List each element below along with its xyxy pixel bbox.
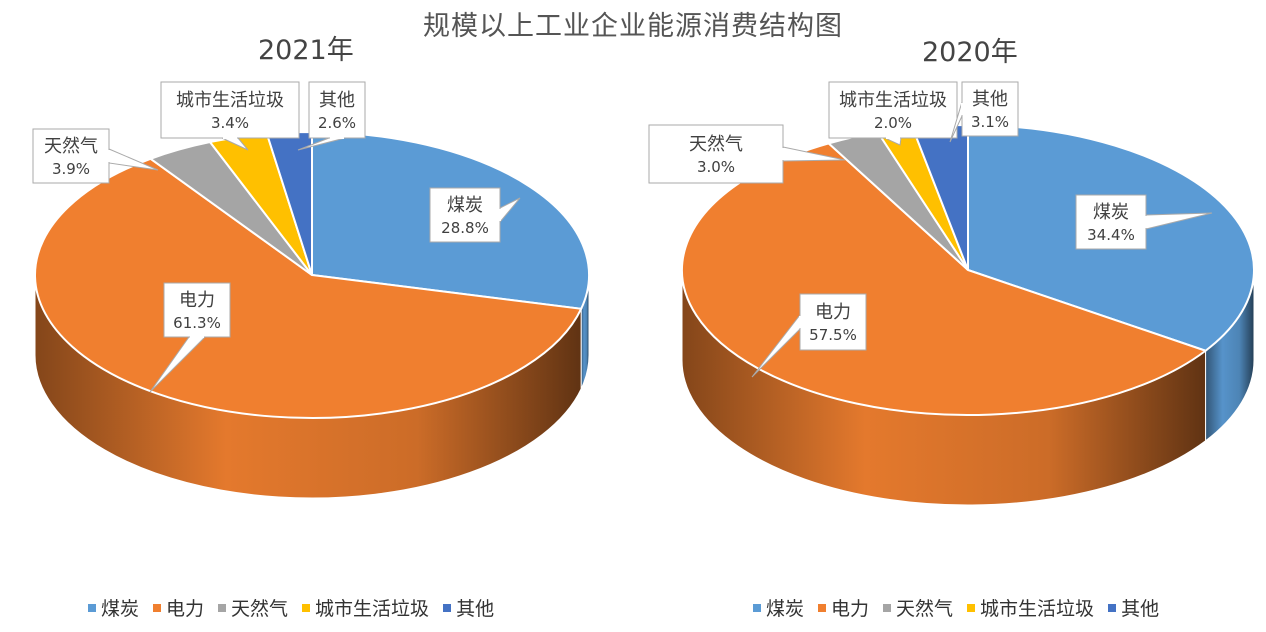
pie-2021-label-3: 城市生活垃圾 (176, 90, 284, 111)
pie-2020-value-label-0: 34.4% (1087, 226, 1135, 244)
legend-2020: 煤炭 电力 天然气 城市生活垃圾 其他 (753, 594, 1159, 621)
pie-2020-callout-1: 电力 57.5% (751, 293, 867, 378)
legend-2021-label-4: 其他 (456, 598, 495, 620)
legend-2021-label-3: 城市生活垃圾 (315, 598, 430, 620)
legend-2020-swatch-4 (1108, 603, 1117, 612)
pie-2020-callout-0: 煤炭 34.4% (1075, 194, 1213, 250)
legend-2020-label-3: 城市生活垃圾 (980, 598, 1095, 620)
legend-2021-item-3: 城市生活垃圾 (302, 594, 429, 621)
pie-2020-label-0: 煤炭 (1093, 202, 1129, 223)
legend-2020-item-0: 煤炭 (753, 594, 804, 621)
pie-2021-callout-1: 电力 61.3% (149, 282, 231, 393)
pie-2021-label-2: 天然气 (44, 136, 98, 157)
pie-2020-callout-4: 其他 3.1% (949, 81, 1019, 143)
pie-2021-label-4: 其他 (319, 90, 355, 111)
pie-2020-callout-box-0 (1075, 194, 1147, 250)
pie-2020-label-4: 其他 (972, 89, 1008, 110)
legend-2020-item-2: 天然气 (883, 594, 953, 621)
legend-2020-label-1: 电力 (831, 598, 870, 620)
pie-2021-slice-1 (34, 157, 583, 419)
pie-2021-value-label-2: 3.9% (52, 160, 90, 178)
legend-2021-item-1: 电力 (153, 594, 204, 621)
pie-2021-value-label-0: 28.8% (441, 219, 489, 237)
pie-2021-label-1: 电力 (179, 290, 215, 311)
pie-2020-value-label-4: 3.1% (971, 113, 1009, 131)
pie-2020-callout-box-2 (648, 124, 784, 184)
pie-2020-callout-box-1 (799, 293, 867, 351)
pie-2020-callout-box-3 (828, 81, 958, 139)
legend-2021-swatch-1 (153, 603, 162, 612)
pie-2021-callout-box-3 (160, 81, 300, 139)
legend-2020-label-2: 天然气 (896, 598, 954, 620)
legend-2020-swatch-1 (818, 603, 827, 612)
pie-2021-callout-box-0 (429, 187, 501, 243)
pie-2020-callout-box-4 (961, 81, 1019, 137)
pie-2021-callout-4: 其他 2.6% (297, 81, 366, 151)
legend-2021-swatch-3 (302, 603, 311, 612)
legend-2021-item-4: 其他 (443, 594, 494, 621)
legend-2021-swatch-2 (218, 603, 227, 612)
legend-2020-item-1: 电力 (818, 594, 869, 621)
pie-2021-value-label-1: 61.3% (173, 314, 221, 332)
pie-2020-label-2: 天然气 (689, 134, 743, 155)
pie-2020-label-1: 电力 (815, 302, 851, 323)
pie-2021-title: 2021年 (258, 35, 354, 66)
pie-2021-value-label-3: 3.4% (211, 114, 249, 132)
legend-2021-label-0: 煤炭 (101, 598, 140, 620)
pie-2020-value-label-3: 2.0% (874, 114, 912, 132)
pie-2020-title: 2020年 (922, 37, 1018, 68)
pie-2020-value-label-2: 3.0% (697, 158, 735, 176)
pie-2021-value-label-4: 2.6% (318, 114, 356, 132)
pie-2020-callout-2: 天然气 3.0% (648, 124, 846, 184)
pie-2020-label-3: 城市生活垃圾 (839, 90, 947, 111)
legend-2021-swatch-4 (443, 603, 452, 612)
legend-2020-label-4: 其他 (1121, 598, 1160, 620)
pie-2020-callout-3: 城市生活垃圾 2.0% (828, 81, 958, 146)
legend-2021: 煤炭 电力 天然气 城市生活垃圾 其他 (88, 594, 494, 621)
pie-2021-callout-box-2 (32, 128, 110, 184)
legend-2021-item-0: 煤炭 (88, 594, 139, 621)
legend-2020-swatch-0 (753, 603, 761, 612)
pie-2021-callout-0: 煤炭 28.8% (429, 187, 521, 243)
legend-2020-swatch-3 (967, 603, 976, 612)
legend-2020-item-4: 其他 (1108, 594, 1159, 621)
pie-2020-value-label-1: 57.5% (809, 326, 857, 344)
legend-2021-item-2: 天然气 (218, 594, 288, 621)
chart-title: 规模以上工业企业能源消费结构图 (423, 11, 843, 42)
legend-2021-swatch-0 (88, 603, 96, 612)
pie-2021-callout-3: 城市生活垃圾 3.4% (160, 81, 300, 151)
pie-2021-label-0: 煤炭 (447, 195, 483, 216)
pie-2021-callout-box-4 (308, 81, 366, 139)
pie-2021-callout-2: 天然气 3.9% (32, 128, 159, 184)
legend-2021-label-2: 天然气 (231, 598, 289, 620)
legend-2021-label-1: 电力 (166, 598, 205, 620)
legend-2020-swatch-2 (883, 603, 892, 612)
legend-2020-item-3: 城市生活垃圾 (967, 594, 1094, 621)
legend-2020-label-0: 煤炭 (766, 598, 805, 620)
